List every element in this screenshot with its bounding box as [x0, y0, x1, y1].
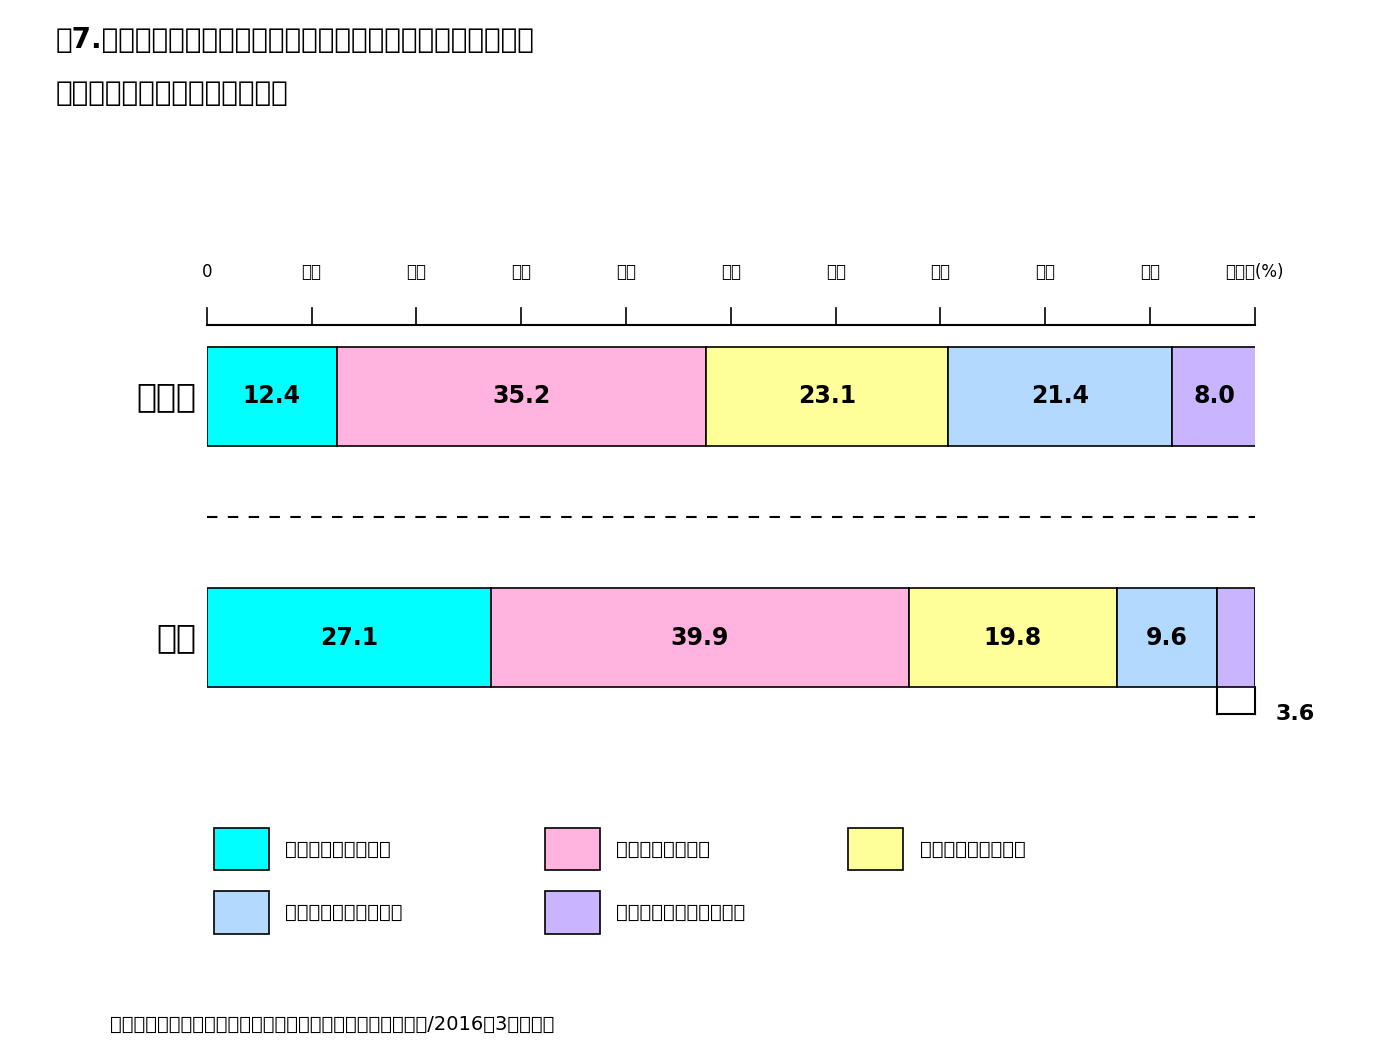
Bar [1117, 589, 1218, 687]
Bar [909, 589, 1117, 687]
Text: 3.6: 3.6 [1276, 705, 1316, 725]
Text: 8.0: 8.0 [1193, 384, 1236, 408]
Text: ８０: ８０ [1036, 263, 1055, 281]
Text: １０: １０ [302, 263, 321, 281]
Bar [491, 589, 909, 687]
Bar [706, 347, 947, 445]
Bar [947, 347, 1172, 445]
Text: 育児と介護のダブルケアの実態に関する調査報告書（内閣府/2016年3月発表）: 育児と介護のダブルケアの実態に関する調査報告書（内閣府/2016年3月発表） [110, 1015, 554, 1034]
Text: ７０: ７０ [931, 263, 950, 281]
Text: 19.8: 19.8 [983, 626, 1043, 650]
Text: １００(%): １００(%) [1226, 263, 1284, 281]
Text: ３０: ３０ [512, 263, 531, 281]
Bar [1172, 347, 1256, 445]
Text: やや負担を感じる: やや負担を感じる [616, 840, 710, 859]
Text: 子育て: 子育て [137, 380, 196, 413]
Text: まったく負担を感じない: まったく負担を感じない [616, 903, 746, 922]
Text: ６０: ６０ [826, 263, 845, 281]
Text: 非常に負担を感じる: 非常に負担を感じる [285, 840, 392, 859]
Text: あまり負担を感じない: あまり負担を感じない [285, 903, 403, 922]
Text: ５０: ５０ [721, 263, 741, 281]
Text: 27.1: 27.1 [320, 626, 378, 650]
Text: 子育て及び介護の負担感: 子育て及び介護の負担感 [55, 79, 288, 108]
Text: 35.2: 35.2 [492, 384, 550, 408]
Text: どちらともいえない: どちらともいえない [920, 840, 1026, 859]
Text: 39.9: 39.9 [670, 626, 729, 650]
Bar [207, 347, 336, 445]
Bar [207, 589, 491, 687]
Text: ２０: ２０ [407, 263, 426, 281]
Text: 0: 0 [201, 263, 212, 281]
Bar [1218, 589, 1255, 687]
Text: 図7.　ダブルケア（育児を行いかつ介護を行っている）の人の: 図7. ダブルケア（育児を行いかつ介護を行っている）の人の [55, 26, 534, 55]
Text: 介護: 介護 [156, 621, 196, 654]
Text: 23.1: 23.1 [797, 384, 856, 408]
Bar [336, 347, 706, 445]
Text: 9.6: 9.6 [1146, 626, 1187, 650]
Text: 21.4: 21.4 [1031, 384, 1089, 408]
Text: ９０: ９０ [1140, 263, 1160, 281]
Text: 12.4: 12.4 [243, 384, 301, 408]
Text: ４０: ４０ [616, 263, 636, 281]
